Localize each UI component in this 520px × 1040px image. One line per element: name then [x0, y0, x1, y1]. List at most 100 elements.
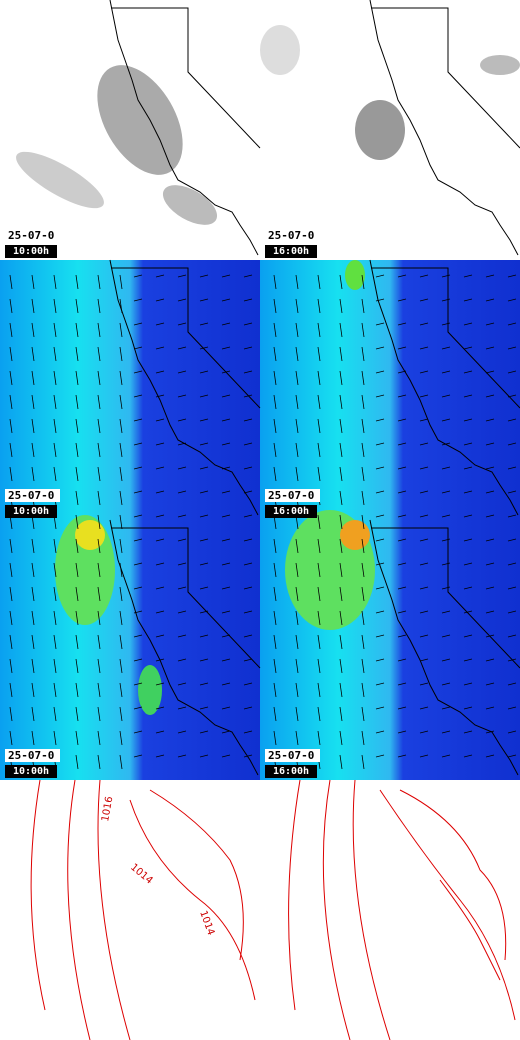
wind-arrow: [397, 754, 407, 758]
wind-arrow: [75, 754, 79, 770]
wind-arrow: [119, 610, 123, 626]
wind-arrow: [485, 274, 495, 278]
wind-arrow: [339, 730, 343, 746]
wind-arrow: [243, 322, 253, 326]
wind-arrow: [317, 370, 321, 386]
wind-arrow: [9, 586, 13, 602]
wind-arrow: [317, 514, 321, 530]
wind-arrow: [441, 418, 451, 422]
cloud-row: [0, 0, 520, 260]
wind-arrow: [375, 562, 385, 566]
wind-arrow: [199, 418, 209, 422]
wind-arrow: [317, 466, 321, 482]
wind-arrow: [397, 490, 407, 494]
wind-arrow: [507, 586, 517, 590]
wind-arrow: [339, 346, 343, 362]
wind-arrow: [221, 514, 231, 518]
wind-arrow: [507, 754, 517, 758]
wind-arrow: [9, 346, 13, 362]
wind-arrow: [397, 706, 407, 710]
wind-arrow: [75, 538, 79, 554]
wind-arrow: [199, 538, 209, 542]
wind-arrow: [273, 418, 277, 434]
wind-arrow: [419, 562, 429, 566]
wind-arrow: [339, 298, 343, 314]
wind-arrow: [119, 442, 123, 458]
wind-arrow: [419, 298, 429, 302]
wind-arrow: [53, 466, 57, 482]
wind-arrow: [485, 682, 495, 686]
wind-arrow: [295, 682, 299, 698]
wind-arrow: [243, 442, 253, 446]
wind-arrow: [133, 490, 143, 494]
wind-arrow: [375, 466, 385, 470]
wind-arrow: [441, 394, 451, 398]
wind-arrow: [177, 298, 187, 302]
wind-arrow: [53, 538, 57, 554]
wind-arrow: [155, 610, 165, 614]
wind-arrow: [97, 466, 101, 482]
wind-arrow: [155, 586, 165, 590]
wind-arrow: [133, 346, 143, 350]
wind-arrow: [485, 538, 495, 542]
wind-arrow: [9, 394, 13, 410]
wind-arrow: [397, 562, 407, 566]
wind-arrow: [397, 610, 407, 614]
wind-arrow: [133, 730, 143, 734]
wind-arrow: [75, 682, 79, 698]
wind-arrow: [133, 418, 143, 422]
wind-arrow: [485, 490, 495, 494]
wind-arrow: [507, 562, 517, 566]
wind-arrow: [339, 274, 343, 290]
wind-arrow: [119, 730, 123, 746]
wind-arrow: [273, 346, 277, 362]
wind-arrow: [9, 466, 13, 482]
wind-arrow: [375, 298, 385, 302]
wind-arrow: [53, 418, 57, 434]
wind-arrow: [375, 634, 385, 638]
wind-arrow: [361, 466, 365, 482]
wind-arrow: [361, 514, 365, 530]
wind-arrow: [119, 466, 123, 482]
wind-arrow: [441, 274, 451, 278]
wind-arrow: [75, 298, 79, 314]
wind-arrow: [419, 370, 429, 374]
wind-arrow: [317, 682, 321, 698]
wind-arrow: [133, 682, 143, 686]
date-label: 25-07-0: [265, 229, 320, 242]
wind-arrow: [419, 274, 429, 278]
wind-arrow: [31, 418, 35, 434]
wind-arrow: [339, 418, 343, 434]
wind-arrow: [119, 322, 123, 338]
wind-arrow: [31, 634, 35, 650]
wind-arrow: [485, 610, 495, 614]
wind-arrow: [75, 610, 79, 626]
wind-arrow: [31, 394, 35, 410]
wind-arrow: [295, 418, 299, 434]
wind-arrow: [155, 370, 165, 374]
wind-arrow: [177, 466, 187, 470]
wind-arrow: [75, 706, 79, 722]
wind-arrow: [9, 298, 13, 314]
isobar-row: 1016 1014 1014: [0, 779, 520, 1040]
wind-arrow: [361, 442, 365, 458]
wind-arrow: [419, 418, 429, 422]
wind-arrow: [397, 586, 407, 590]
wind-arrow: [339, 322, 343, 338]
wind-arrow: [9, 274, 13, 290]
wind-arrow: [375, 418, 385, 422]
wind-arrow: [155, 298, 165, 302]
wind-arrow: [485, 418, 495, 422]
wind-arrow: [441, 562, 451, 566]
wind-arrow: [397, 634, 407, 638]
wind-arrow: [463, 490, 473, 494]
wind-arrow: [485, 514, 495, 518]
wind-arrow: [375, 586, 385, 590]
wind-arrow: [177, 610, 187, 614]
wind-arrow: [397, 418, 407, 422]
wind-arrow: [53, 298, 57, 314]
wind-arrow: [119, 586, 123, 602]
wind-arrow: [375, 682, 385, 686]
wind-arrow: [199, 706, 209, 710]
wind-arrow: [177, 322, 187, 326]
